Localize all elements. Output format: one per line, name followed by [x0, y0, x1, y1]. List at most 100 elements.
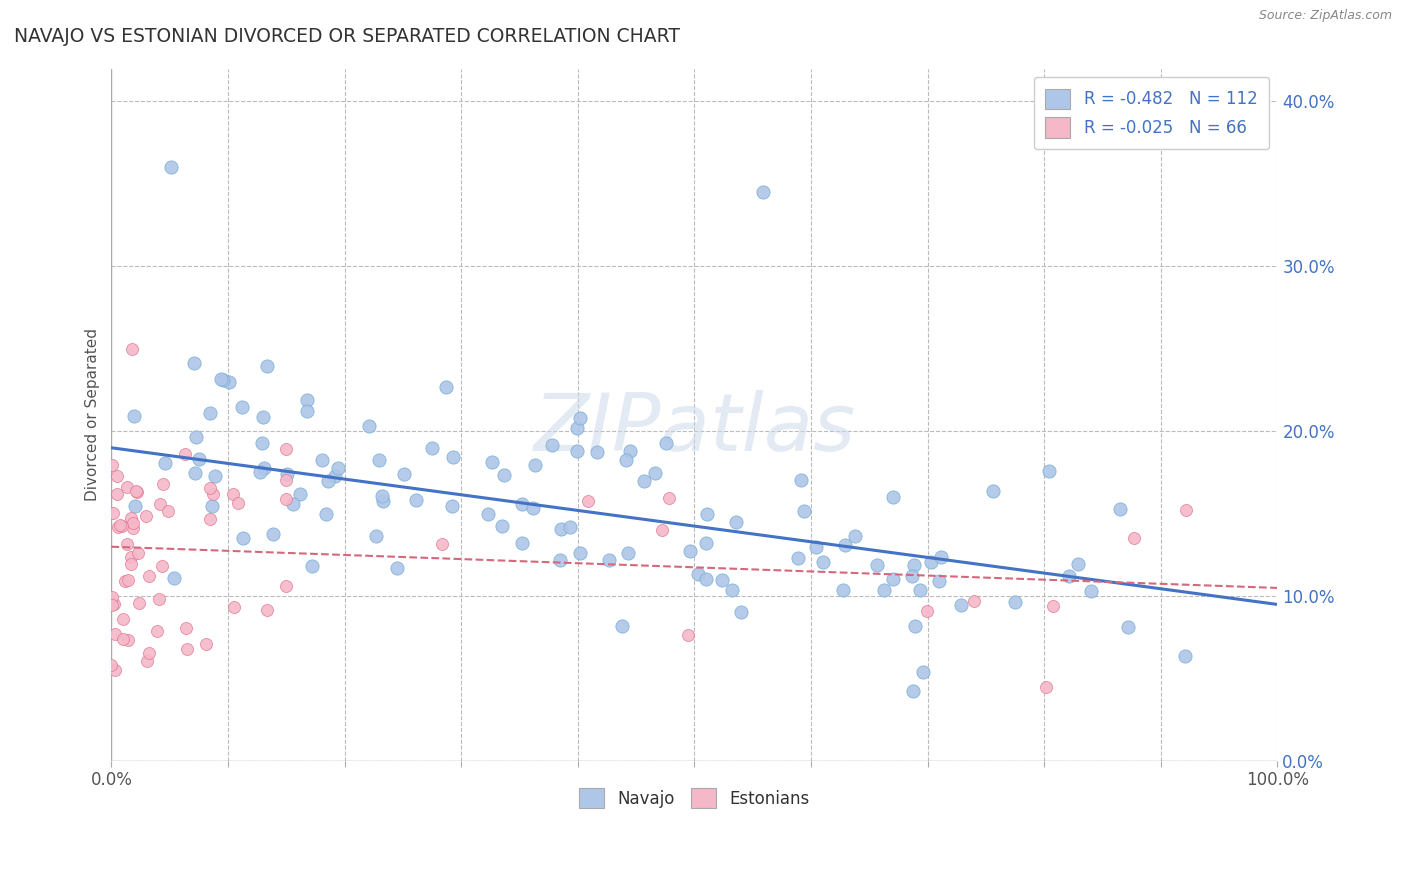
Point [195, 637, 218, 651]
Point [558, 520, 581, 534]
Point [228, 496, 250, 510]
Point [198, 512, 221, 526]
Point [104, 627, 127, 641]
Point [122, 409, 145, 423]
Point [323, 468, 346, 483]
Point [1035, 680, 1057, 694]
Point [311, 452, 333, 467]
Point [882, 572, 904, 586]
Point [908, 583, 931, 598]
Point [904, 619, 927, 633]
Point [281, 497, 304, 511]
Point [866, 558, 889, 573]
Point [297, 404, 319, 418]
Point [135, 654, 157, 668]
Point [385, 561, 408, 575]
Point [198, 481, 221, 495]
Point [111, 519, 134, 533]
Point [441, 450, 464, 464]
Point [1116, 620, 1139, 634]
Point [222, 487, 245, 501]
Point [696, 507, 718, 521]
Point [950, 598, 973, 612]
Point [569, 546, 592, 560]
Point [276, 442, 298, 456]
Point [565, 443, 588, 458]
Point [276, 579, 298, 593]
Point [420, 442, 443, 456]
Point [1038, 464, 1060, 478]
Point [253, 461, 276, 475]
Point [111, 632, 134, 647]
Point [148, 591, 170, 606]
Point [127, 546, 149, 560]
Point [651, 523, 673, 537]
Point [688, 567, 710, 582]
Point [108, 517, 131, 532]
Point [373, 494, 395, 508]
Point [720, 583, 742, 598]
Point [1080, 584, 1102, 599]
Point [120, 557, 142, 571]
Text: ZIPatlas: ZIPatlas [533, 390, 855, 467]
Point [256, 602, 278, 616]
Point [276, 467, 298, 481]
Point [752, 185, 775, 199]
Point [844, 528, 866, 542]
Point [806, 541, 828, 555]
Point [326, 461, 349, 475]
Y-axis label: Divorced or Separated: Divorced or Separated [86, 328, 100, 501]
Point [117, 573, 139, 587]
Point [121, 521, 143, 535]
Point [366, 529, 388, 543]
Point [184, 429, 207, 443]
Point [138, 646, 160, 660]
Point [276, 491, 298, 506]
Point [492, 467, 515, 482]
Point [201, 499, 224, 513]
Point [1042, 599, 1064, 613]
Point [103, 597, 125, 611]
Point [114, 574, 136, 588]
Point [159, 161, 181, 175]
Point [163, 571, 186, 585]
Point [901, 569, 924, 583]
Point [929, 549, 952, 564]
Point [920, 555, 942, 569]
Point [231, 401, 253, 415]
Point [315, 507, 337, 521]
Point [117, 632, 139, 647]
Point [963, 594, 986, 608]
Point [477, 507, 499, 521]
Point [153, 456, 176, 470]
Point [1109, 502, 1132, 516]
Point [184, 467, 207, 481]
Point [679, 544, 702, 558]
Point [232, 532, 254, 546]
Point [121, 342, 143, 356]
Point [105, 487, 128, 501]
Point [541, 438, 564, 452]
Point [430, 537, 453, 551]
Point [790, 473, 813, 487]
Point [550, 522, 572, 536]
Point [103, 663, 125, 677]
Point [619, 443, 641, 458]
Point [115, 479, 138, 493]
Legend: Navajo, Estonians: Navajo, Estonians [572, 781, 817, 815]
Point [100, 658, 122, 673]
Point [115, 536, 138, 550]
Point [911, 665, 934, 680]
Point [903, 558, 925, 572]
Point [224, 599, 246, 614]
Point [357, 419, 380, 434]
Point [201, 487, 224, 501]
Point [157, 503, 180, 517]
Point [786, 551, 808, 566]
Point [440, 499, 463, 513]
Point [124, 500, 146, 514]
Point [212, 373, 235, 387]
Text: Source: ZipAtlas.com: Source: ZipAtlas.com [1258, 9, 1392, 22]
Point [183, 356, 205, 370]
Point [524, 458, 547, 472]
